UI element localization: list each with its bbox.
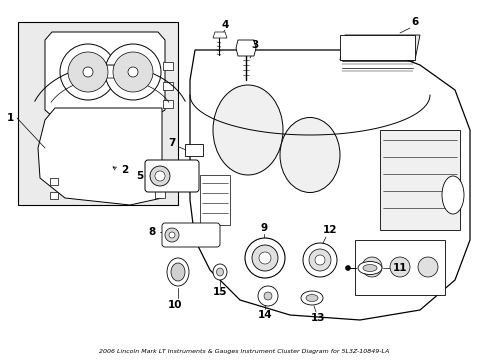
FancyBboxPatch shape <box>162 223 220 247</box>
Circle shape <box>251 245 278 271</box>
Circle shape <box>155 171 164 181</box>
Circle shape <box>60 44 116 100</box>
Polygon shape <box>45 32 164 116</box>
Text: 15: 15 <box>212 287 227 297</box>
Ellipse shape <box>171 263 184 281</box>
Bar <box>163 82 173 90</box>
Bar <box>163 100 173 108</box>
FancyBboxPatch shape <box>145 160 199 192</box>
Bar <box>50 192 58 199</box>
Circle shape <box>128 67 138 77</box>
Text: 3: 3 <box>251 40 258 50</box>
Circle shape <box>361 257 381 277</box>
Text: 4: 4 <box>221 20 228 30</box>
Circle shape <box>259 252 270 264</box>
Text: 14: 14 <box>257 310 272 320</box>
Text: 1: 1 <box>6 113 14 123</box>
Bar <box>200 175 229 225</box>
Text: 6: 6 <box>410 17 418 27</box>
Ellipse shape <box>167 258 189 286</box>
Circle shape <box>105 44 161 100</box>
Circle shape <box>389 257 409 277</box>
Circle shape <box>244 238 285 278</box>
Circle shape <box>303 243 336 277</box>
Text: 2006 Lincoln Mark LT Instruments & Gauges Instrument Cluster Diagram for 5L3Z-10: 2006 Lincoln Mark LT Instruments & Gauge… <box>99 350 388 355</box>
Polygon shape <box>339 35 419 60</box>
Bar <box>379 130 459 230</box>
Circle shape <box>68 52 108 92</box>
Polygon shape <box>190 50 469 320</box>
Text: 13: 13 <box>310 313 325 323</box>
Circle shape <box>417 257 437 277</box>
Text: 12: 12 <box>322 225 337 235</box>
Polygon shape <box>38 108 162 205</box>
Bar <box>155 175 164 183</box>
Text: 11: 11 <box>392 263 407 273</box>
Bar <box>354 240 444 295</box>
Text: 7: 7 <box>168 138 175 148</box>
Text: 5: 5 <box>136 171 143 181</box>
Circle shape <box>83 67 93 77</box>
Circle shape <box>264 292 271 300</box>
Bar <box>163 62 173 70</box>
Bar <box>155 190 164 198</box>
Ellipse shape <box>357 261 381 274</box>
Circle shape <box>258 286 278 306</box>
Text: 9: 9 <box>260 223 267 233</box>
Ellipse shape <box>216 268 223 276</box>
Text: 8: 8 <box>148 227 155 237</box>
Text: 2: 2 <box>121 165 128 175</box>
Bar <box>18 22 178 205</box>
Polygon shape <box>236 40 256 56</box>
Circle shape <box>308 249 330 271</box>
Circle shape <box>150 166 170 186</box>
Bar <box>50 178 58 185</box>
Circle shape <box>164 228 179 242</box>
Bar <box>339 35 414 60</box>
Ellipse shape <box>362 265 376 271</box>
Ellipse shape <box>213 264 226 280</box>
Bar <box>184 144 203 156</box>
Circle shape <box>113 52 153 92</box>
Polygon shape <box>213 32 226 38</box>
Circle shape <box>345 266 350 270</box>
Ellipse shape <box>305 294 317 302</box>
Ellipse shape <box>441 176 463 214</box>
Text: 10: 10 <box>167 300 182 310</box>
Circle shape <box>169 232 175 238</box>
Ellipse shape <box>301 291 323 305</box>
Circle shape <box>314 255 325 265</box>
Ellipse shape <box>280 117 339 193</box>
Ellipse shape <box>213 85 283 175</box>
